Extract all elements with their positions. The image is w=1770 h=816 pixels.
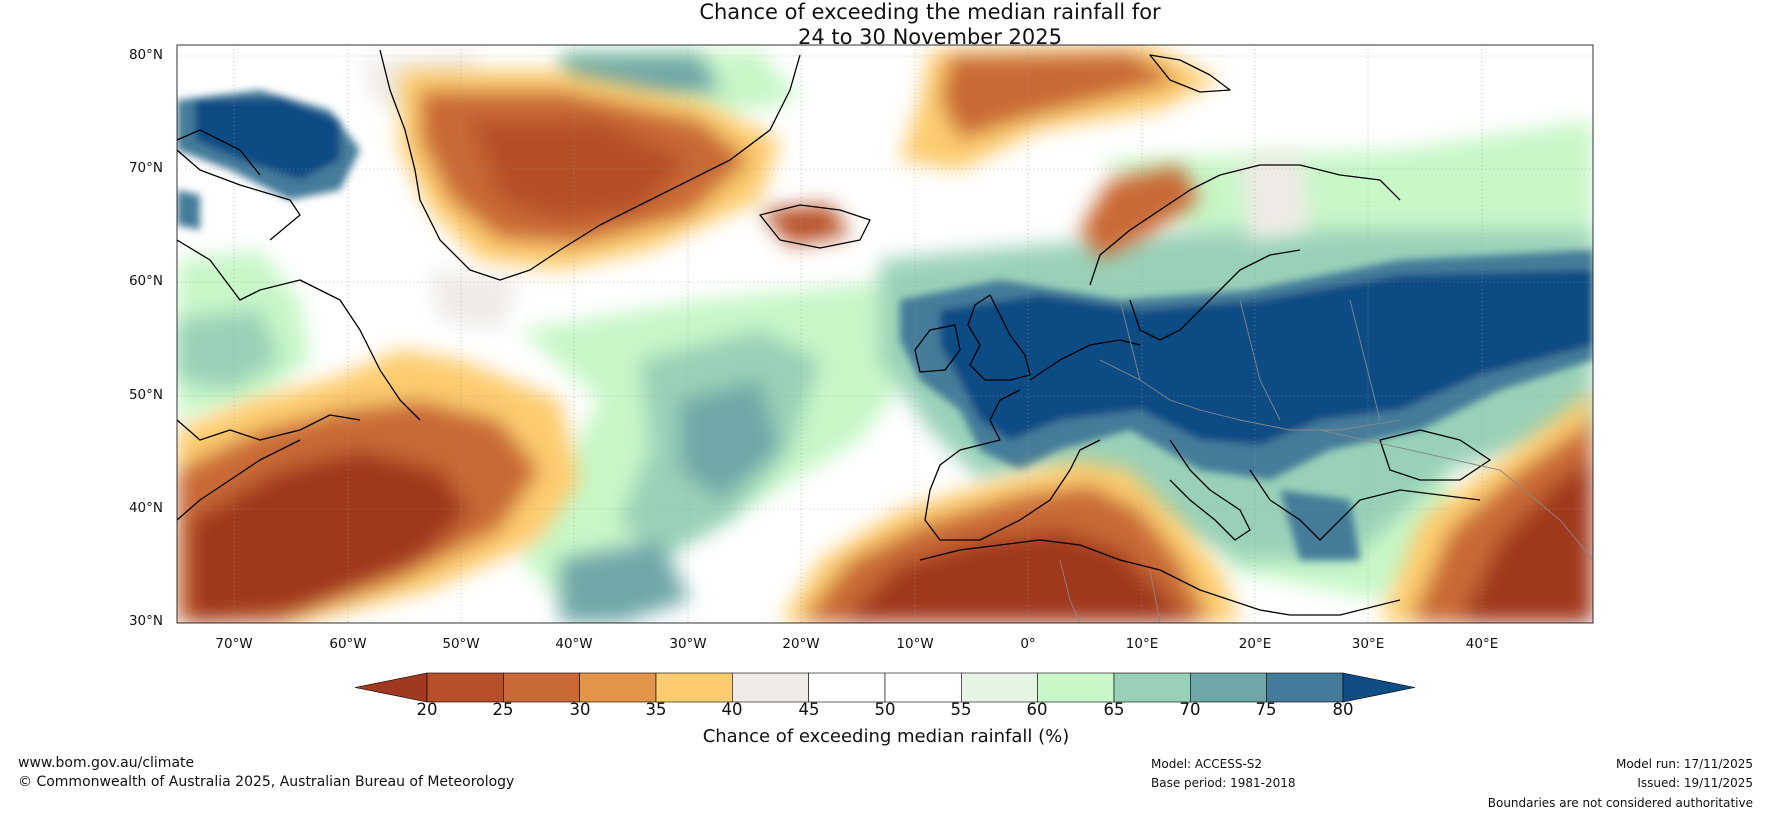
lon-label-30e: 30°E	[1351, 636, 1385, 652]
colorbar-tick: 75	[1255, 700, 1277, 719]
colorbar-tick: 55	[950, 700, 972, 719]
map-title: Chance of exceeding the median rainfall …	[45, 0, 1770, 50]
colorbar-tick: 50	[874, 700, 896, 719]
footer-base-period: Base period: 1981-2018	[1151, 776, 1296, 790]
lat-label-70n: 70°N	[128, 160, 163, 176]
colorbar-tick: 70	[1179, 700, 1201, 719]
lon-label-10e: 10°E	[1125, 636, 1159, 652]
lat-label-40n: 40°N	[128, 500, 163, 516]
lon-label-60w: 60°W	[329, 636, 367, 652]
colorbar-swatch	[1266, 672, 1344, 703]
colorbar-swatch	[655, 672, 733, 703]
colorbar-extend-low	[354, 672, 428, 703]
footer-disclaimer: Boundaries are not considered authoritat…	[1487, 796, 1753, 810]
lon-label-0: 0°	[1020, 636, 1036, 652]
lon-label-70w: 70°W	[215, 636, 253, 652]
lon-label-50w: 50°W	[442, 636, 480, 652]
colorbar	[354, 672, 1416, 703]
lat-label-60n: 60°N	[128, 273, 163, 289]
colorbar-swatch	[1190, 672, 1267, 703]
colorbar-swatch	[503, 672, 580, 703]
colorbar-swatch	[426, 672, 504, 703]
map-area	[177, 45, 1593, 623]
lon-label-30w: 30°W	[669, 636, 707, 652]
colorbar-swatch	[579, 672, 657, 703]
colorbar-tick: 60	[1026, 700, 1048, 719]
lon-label-40w: 40°W	[555, 636, 593, 652]
colorbar-swatch	[961, 672, 1038, 703]
footer-url[interactable]: www.bom.gov.au/climate	[18, 755, 195, 771]
colorbar-tick: 30	[569, 700, 591, 719]
colorbar-tick: 20	[416, 700, 438, 719]
colorbar-swatch	[808, 672, 886, 703]
title-line-1: Chance of exceeding the median rainfall …	[699, 0, 1161, 24]
colorbar-tick: 35	[645, 700, 667, 719]
colorbar-label: Chance of exceeding median rainfall (%)	[702, 726, 1070, 747]
colorbar-tick: 80	[1332, 700, 1354, 719]
coastlines	[177, 49, 1491, 616]
lon-label-20e: 20°E	[1238, 636, 1272, 652]
footer-model-run: Model run: 17/11/2025	[1615, 757, 1753, 771]
borders	[1059, 299, 1593, 623]
colorbar-swatch	[884, 672, 962, 703]
probability-field-high	[177, 90, 1593, 560]
colorbar-tick: 25	[492, 700, 514, 719]
colorbar-swatch	[1113, 672, 1191, 703]
colorbar-swatch	[1037, 672, 1115, 703]
colorbar-tick: 65	[1103, 700, 1125, 719]
lon-label-20w: 20°W	[782, 636, 820, 652]
lat-label-30n: 30°N	[128, 613, 163, 629]
colorbar-swatch	[732, 672, 809, 703]
map-frame	[176, 44, 1594, 624]
graticule	[177, 45, 1593, 623]
lat-label-80n: 80°N	[128, 47, 163, 63]
lon-label-10w: 10°W	[896, 636, 934, 652]
probability-field-dry	[177, 45, 1593, 623]
colorbar-tick: 45	[798, 700, 820, 719]
footer-model: Model: ACCESS-S2	[1151, 757, 1263, 771]
lat-label-50n: 50°N	[128, 387, 163, 403]
footer-issued: Issued: 19/11/2025	[1637, 776, 1753, 790]
colorbar-tick: 40	[721, 700, 743, 719]
lon-label-40e: 40°E	[1465, 636, 1499, 652]
footer-copyright: © Commonwealth of Australia 2025, Austra…	[18, 774, 515, 790]
colorbar-extend-high	[1342, 672, 1416, 703]
